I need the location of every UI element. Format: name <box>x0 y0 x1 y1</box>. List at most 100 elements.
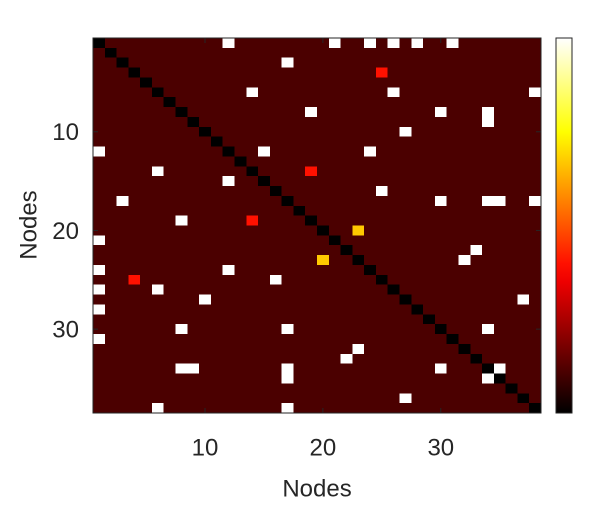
heat-cell <box>246 264 259 276</box>
heat-cell <box>505 215 518 226</box>
heat-cell <box>493 334 507 345</box>
heat-cell <box>375 126 389 138</box>
heat-cell <box>187 304 200 315</box>
heat-cell <box>258 166 271 177</box>
heat-cell <box>258 343 271 355</box>
heat-cell <box>434 116 448 128</box>
heat-cell <box>187 274 200 286</box>
heat-cell <box>375 403 389 414</box>
heat-cell <box>246 274 259 286</box>
heat-cell <box>493 363 507 374</box>
heat-cell <box>281 235 294 246</box>
heat-cell <box>317 363 330 374</box>
heat-cell <box>140 87 153 98</box>
heat-cell <box>163 205 176 217</box>
heat-cell <box>340 383 353 394</box>
heat-cell <box>364 205 377 217</box>
heat-cell <box>328 353 341 365</box>
heat-cell <box>482 186 495 197</box>
heat-cell <box>446 116 459 128</box>
heat-cell <box>423 176 436 187</box>
heat-cell <box>340 205 353 217</box>
heat-cell <box>505 264 518 276</box>
heat-cell <box>140 284 153 295</box>
heat-cell <box>199 284 212 295</box>
heat-cell <box>104 67 117 78</box>
heat-cell <box>375 343 389 355</box>
heat-cell <box>446 324 459 335</box>
heat-cell <box>151 264 165 276</box>
heat-cell <box>210 314 224 325</box>
heat-cell <box>305 314 318 325</box>
heat-cell <box>104 186 117 197</box>
heat-cell <box>375 97 389 108</box>
heat-cell <box>434 166 448 177</box>
heat-cell <box>517 57 530 69</box>
heat-cell <box>234 67 247 78</box>
heat-cell <box>234 166 247 177</box>
heat-cell <box>317 126 330 138</box>
heat-cell <box>493 353 507 365</box>
heat-cell <box>411 363 424 374</box>
heat-cell <box>517 334 530 345</box>
heat-cell <box>505 235 518 246</box>
heat-cell <box>210 146 224 157</box>
heat-cell <box>151 186 165 197</box>
heat-cell <box>269 87 283 98</box>
heat-cell <box>187 195 200 207</box>
heat-cell <box>246 235 259 246</box>
heat-cell <box>411 383 424 394</box>
heat-cell <box>187 77 200 88</box>
heat-cell <box>246 314 259 325</box>
heat-cell <box>375 156 389 167</box>
heat-cell <box>199 235 212 246</box>
heat-cell <box>458 225 471 236</box>
heat-cell <box>482 215 495 226</box>
heat-cell <box>482 146 495 157</box>
heat-cell <box>352 353 365 365</box>
heat-cell <box>116 393 129 404</box>
heat-cell <box>340 235 353 246</box>
heat-cell <box>269 304 283 315</box>
heat-cell <box>423 195 436 207</box>
heat-cell <box>493 77 507 88</box>
heat-cell <box>269 284 283 295</box>
heat-cell <box>317 274 330 286</box>
heat-cell <box>128 373 141 384</box>
heat-cell <box>269 195 283 207</box>
heat-cell <box>269 363 283 374</box>
heat-cell <box>305 77 318 88</box>
heat-cell <box>210 255 224 266</box>
heat-cell <box>317 176 330 187</box>
heat-cell <box>104 245 117 256</box>
heat-cell <box>517 363 530 374</box>
heat-cell <box>210 87 224 98</box>
heat-cell <box>175 67 188 78</box>
heat-cell <box>411 67 424 78</box>
heat-cell <box>364 146 377 157</box>
heat-cell <box>246 304 259 315</box>
heat-cell <box>375 47 389 59</box>
heat-cell <box>517 126 530 138</box>
heat-cell <box>328 274 341 286</box>
heat-cell <box>281 304 294 315</box>
heat-cell <box>387 136 400 147</box>
heat-cell <box>210 116 224 128</box>
heat-cell <box>446 274 459 286</box>
heat-cell <box>151 205 165 217</box>
heat-cell <box>151 156 165 167</box>
heat-cell <box>187 393 200 404</box>
heat-cell <box>446 363 459 374</box>
heat-cell <box>375 274 389 286</box>
heat-cell <box>340 274 353 286</box>
heat-cell <box>175 225 188 236</box>
heat-cell <box>175 77 188 88</box>
heat-cell <box>151 107 165 118</box>
heat-cell <box>93 97 106 108</box>
heat-cell <box>128 67 141 78</box>
heat-cell <box>505 38 518 49</box>
heat-cell <box>434 47 448 59</box>
heat-cell <box>423 255 436 266</box>
heat-cell <box>458 57 471 69</box>
heat-cell <box>281 47 294 59</box>
